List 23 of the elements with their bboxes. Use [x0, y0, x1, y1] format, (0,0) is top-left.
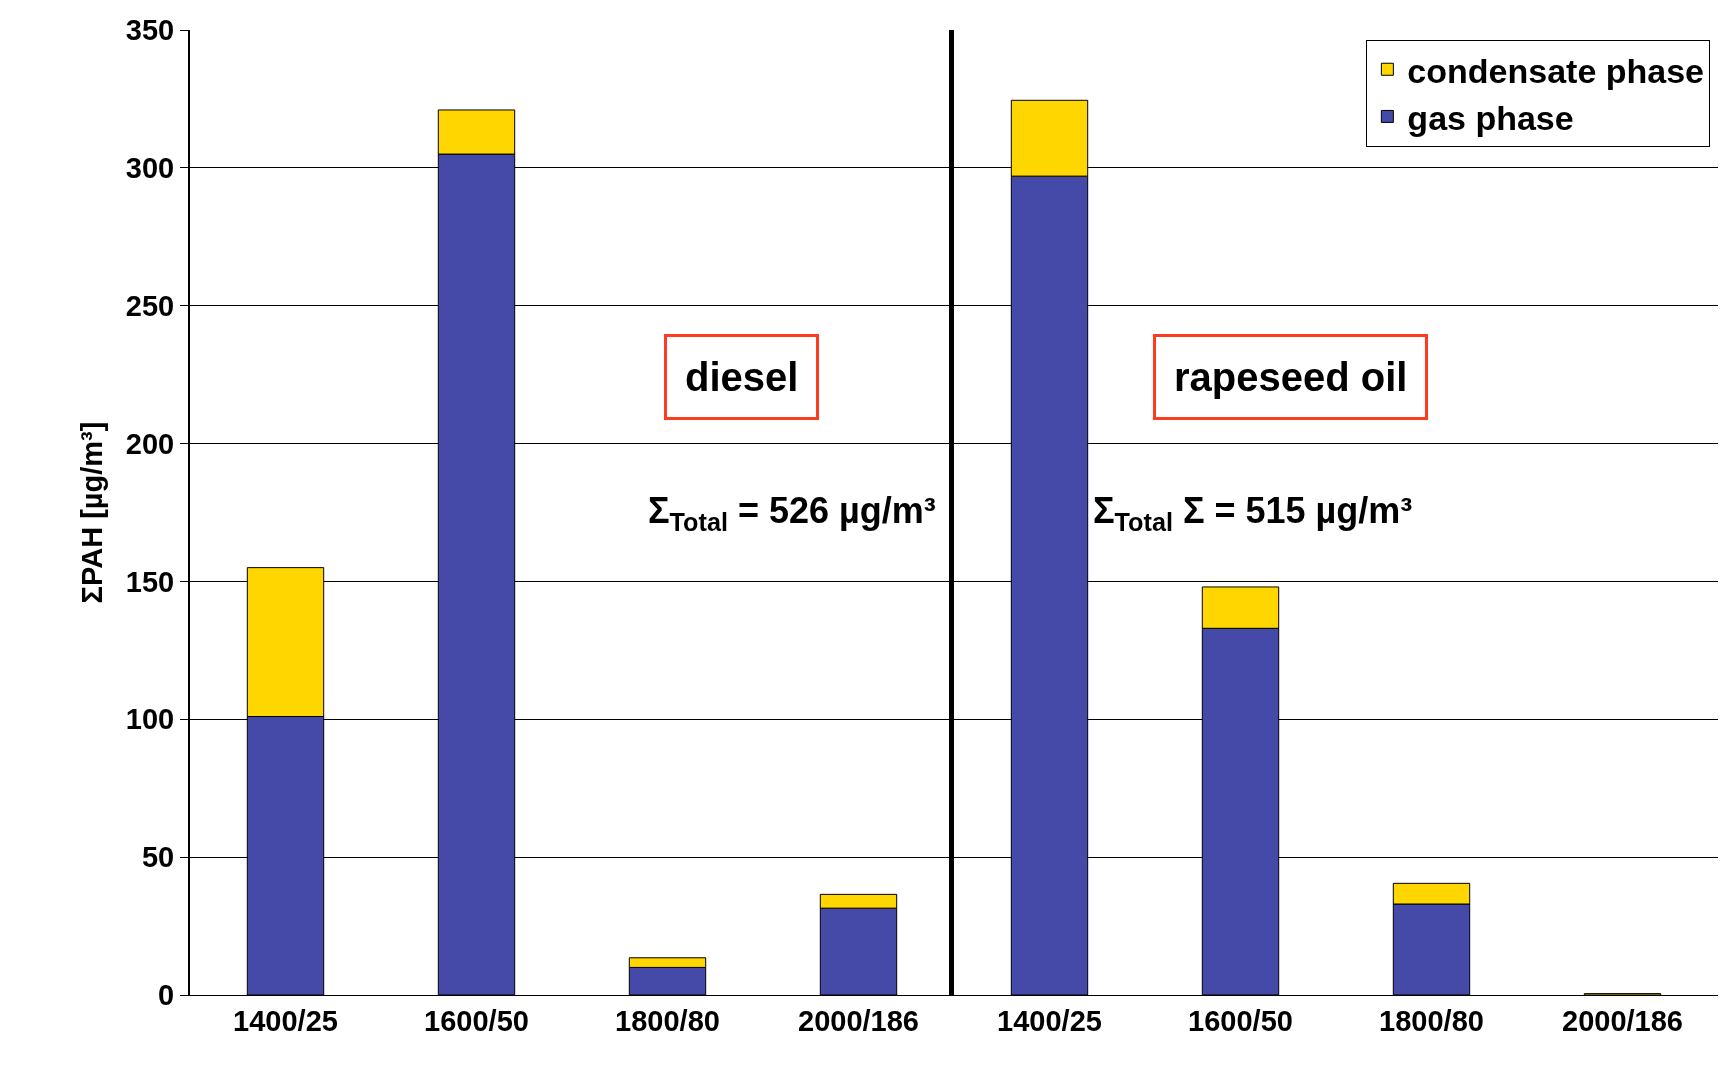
x-tick-label: 2000/186	[1562, 1004, 1683, 1037]
y-tick-label: 0	[158, 979, 175, 1012]
annotation: Σ$_{Total}$ Σ = 515 µg/m³	[1093, 490, 1413, 536]
legend-label: gas phase	[1407, 98, 1574, 137]
x-tick-label: 1800/80	[1379, 1004, 1484, 1037]
x-tick-label: 1600/50	[1188, 1004, 1293, 1037]
annotation: rapeseed oil	[1174, 355, 1408, 399]
y-tick-label: 50	[141, 841, 175, 874]
y-tick-label: 300	[125, 152, 175, 185]
y-tick-label: 200	[125, 427, 175, 460]
x-tick-label: 1400/25	[233, 1004, 338, 1037]
x-tick-label: 1800/80	[615, 1004, 720, 1037]
y-tick-label: 350	[125, 14, 175, 47]
x-tick-label: 2000/186	[798, 1004, 919, 1037]
y-axis-title: ΣPAH [µg/m³]	[75, 421, 108, 604]
annotation: diesel	[685, 355, 799, 399]
y-tick-label: 150	[125, 565, 175, 598]
x-tick-label: 1400/25	[997, 1004, 1102, 1037]
y-tick-label: 250	[125, 289, 175, 322]
legend-label: condensate phase	[1407, 51, 1705, 90]
x-tick-label: 1600/50	[424, 1004, 529, 1037]
annotation: Σ$_{Total}$ = 526 µg/m³	[648, 490, 936, 536]
y-tick-label: 100	[125, 703, 175, 736]
